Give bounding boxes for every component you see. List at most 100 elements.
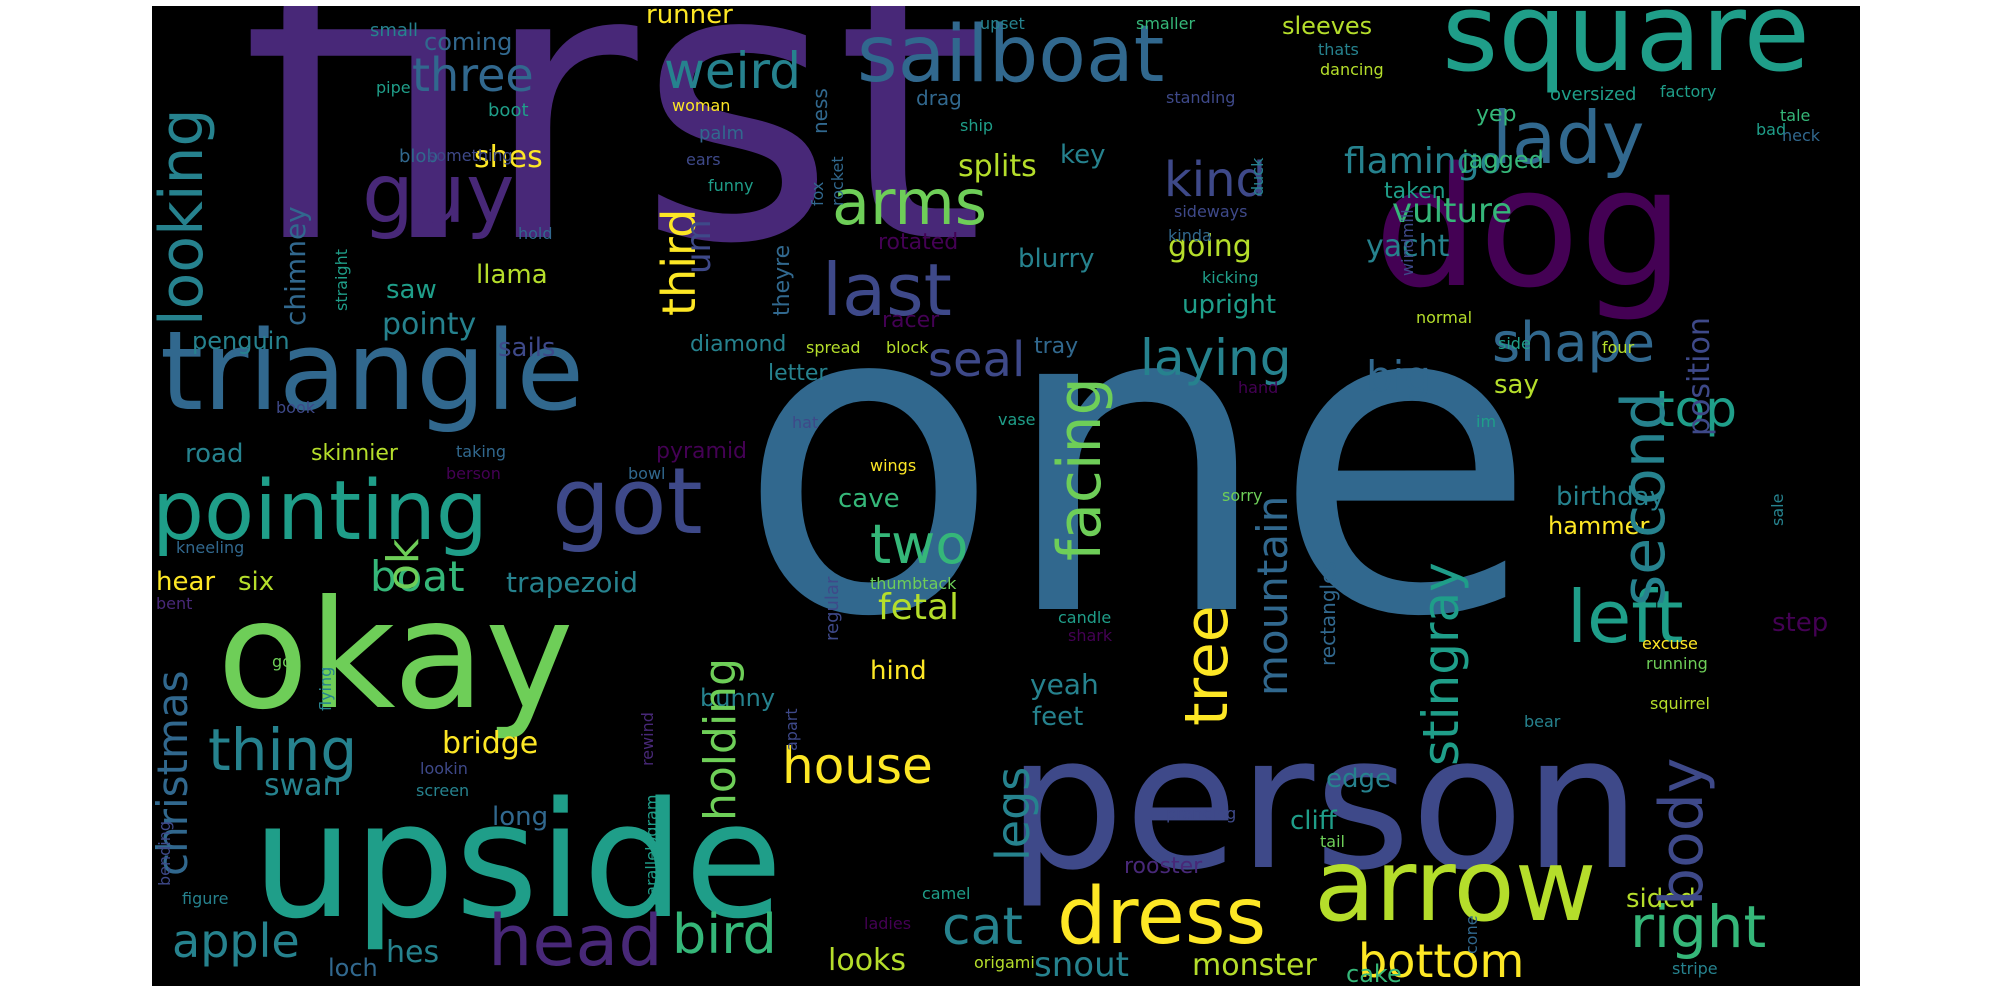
word-thats: thats: [1318, 40, 1359, 59]
word-bird: bird: [672, 903, 777, 966]
word-step: step: [1772, 608, 1829, 638]
word-ok: ok: [378, 538, 429, 591]
word-legs: legs: [986, 766, 1040, 861]
word-head: head: [488, 900, 663, 982]
word-square: square: [1442, 6, 1810, 96]
word-coming: coming: [424, 28, 513, 56]
word-last: last: [822, 248, 952, 332]
word-windmill: windmill: [1398, 209, 1417, 276]
word-two: two: [870, 513, 969, 576]
word-candle: candle: [1058, 608, 1112, 627]
word-tree: tree: [1172, 605, 1242, 726]
word-cone: cone: [1462, 915, 1481, 954]
word-lookin: lookin: [420, 759, 468, 778]
word-thing: thing: [208, 716, 358, 784]
word-duck: duck: [1248, 157, 1267, 196]
word-smaller: smaller: [1136, 14, 1196, 33]
word-pointing: pointing: [152, 464, 488, 559]
word-four: four: [1602, 338, 1635, 357]
word-theyre: theyre: [770, 244, 795, 316]
word-kicking: kicking: [1202, 268, 1259, 287]
word-key: key: [1060, 140, 1106, 170]
word-apart: apart: [782, 708, 801, 751]
word-birthday: birthday: [1556, 482, 1665, 512]
word-bridge: bridge: [442, 726, 539, 761]
word-stingray: stingray: [1412, 562, 1470, 766]
word-road: road: [185, 439, 244, 469]
word-cake: cake: [1346, 960, 1402, 986]
word-cat: cat: [942, 897, 1023, 957]
word-body: body: [1647, 757, 1717, 906]
word-second: second: [1609, 392, 1679, 606]
word-yep: yep: [1476, 102, 1517, 127]
word-dress: dress: [1057, 872, 1267, 962]
word-pyramid: pyramid: [656, 439, 748, 464]
word-straight: straight: [332, 248, 351, 311]
word-upright: upright: [1182, 290, 1277, 320]
word-first: first: [242, 6, 985, 327]
word-left: left: [1567, 575, 1684, 659]
word-got: got: [552, 448, 703, 555]
word-rotated: rotated: [878, 230, 959, 255]
word-flying: flying: [316, 666, 335, 711]
word-person: person: [1007, 695, 1642, 911]
word-side: side: [1498, 334, 1531, 353]
word-wings: wings: [870, 456, 917, 475]
word-rocket: rocket: [828, 156, 847, 206]
word-looking: looking: [152, 108, 217, 326]
word-pointy: pointy: [382, 307, 477, 342]
word-factory: factory: [1660, 82, 1717, 101]
word-penguin: penguin: [192, 327, 290, 355]
word-arms: arms: [832, 166, 988, 239]
word-dog: dog: [1374, 132, 1685, 324]
word-looks: looks: [828, 943, 907, 978]
word-sailboat: sailboat: [857, 10, 1165, 100]
word-house: house: [782, 737, 933, 795]
word-shes: shes: [474, 140, 543, 175]
word-runner: runner: [646, 6, 733, 30]
word-facing: facing: [1045, 377, 1115, 561]
word-kneeling: kneeling: [176, 538, 245, 557]
word-jagged: jagged: [1462, 146, 1544, 174]
word-going: going: [1168, 229, 1252, 264]
word-big: big: [1366, 352, 1431, 401]
word-chimney: chimney: [279, 206, 312, 326]
word-stripe: stripe: [1672, 959, 1718, 978]
word-bad: bad: [1756, 120, 1787, 139]
word-vase: vase: [998, 410, 1036, 429]
word-letter: letter: [768, 361, 828, 386]
word-sorry: sorry: [1222, 486, 1263, 505]
word-regular: regular: [822, 576, 843, 641]
word-apple: apple: [172, 914, 300, 968]
word-edge: edge: [1326, 764, 1391, 794]
word-guy: guy: [362, 147, 515, 242]
word-say: say: [1494, 370, 1539, 400]
word-triangle: triangle: [160, 307, 585, 435]
word-sideways: sideways: [1174, 202, 1248, 221]
word-book: book: [276, 398, 315, 417]
word-cliff: cliff: [1290, 806, 1337, 836]
word-boat: boat: [370, 552, 465, 601]
word-hat: hat: [792, 413, 819, 432]
word-running: running: [1646, 654, 1708, 673]
word-okay: okay: [217, 569, 574, 743]
word-ladies: ladies: [864, 914, 912, 933]
word-something: something: [428, 146, 513, 165]
word-hand: hand: [1238, 378, 1279, 397]
word-mountain: mountain: [1248, 495, 1297, 696]
word-parallelogram: parallelogram: [642, 794, 661, 906]
word-screen: screen: [416, 781, 470, 800]
word-one: one: [737, 211, 1538, 711]
word-laying: laying: [1140, 329, 1292, 387]
word-monster: monster: [1192, 948, 1317, 983]
word-small: small: [370, 20, 418, 41]
word-drag: drag: [916, 86, 962, 110]
word-position: position: [1682, 317, 1717, 436]
word-splits: splits: [958, 149, 1037, 184]
word-excuse: excuse: [1642, 634, 1698, 653]
word-seal: seal: [928, 332, 1026, 388]
word-rewind: rewind: [638, 712, 657, 766]
word-tale: tale: [1780, 106, 1811, 125]
word-skinnier: skinnier: [311, 441, 398, 466]
word-tray: tray: [1034, 334, 1079, 359]
